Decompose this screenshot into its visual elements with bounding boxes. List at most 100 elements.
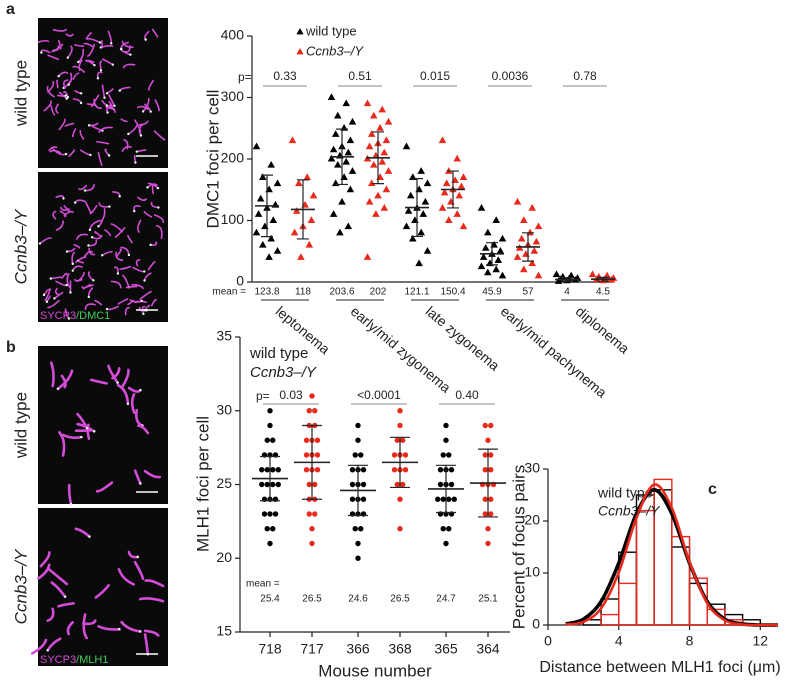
focus	[139, 482, 142, 485]
data-point	[370, 111, 378, 119]
focus	[149, 243, 152, 247]
histogram-bar	[671, 535, 691, 626]
mean-label: mean =	[212, 287, 246, 298]
chromosome	[85, 32, 92, 40]
data-point	[498, 271, 507, 279]
data-point	[252, 142, 261, 150]
sd-bar	[336, 128, 348, 186]
data-point	[440, 452, 446, 458]
focus	[71, 269, 74, 272]
data-point	[496, 247, 505, 254]
data-point	[382, 185, 391, 193]
data-point	[380, 204, 389, 211]
data-point	[358, 526, 364, 532]
chromosome	[87, 43, 96, 57]
panel-label: b	[6, 339, 16, 356]
chromosome	[108, 94, 116, 107]
p-prefix: p=	[238, 70, 252, 84]
focus	[136, 555, 139, 559]
data-point	[259, 173, 267, 180]
focus	[142, 312, 145, 316]
focus	[79, 101, 83, 105]
data-point	[259, 467, 265, 473]
data-point	[309, 191, 318, 199]
focus	[93, 63, 96, 67]
chromosome	[88, 247, 96, 256]
data-point	[295, 179, 303, 187]
sd-bar	[411, 178, 423, 238]
x-axis-label: Mouse number	[318, 661, 432, 680]
chromosome	[51, 43, 64, 53]
data-point	[338, 197, 346, 205]
chromosome	[115, 251, 124, 262]
x-tick-label: 4	[615, 633, 623, 649]
data-point	[349, 467, 356, 473]
focus	[64, 152, 68, 156]
data-point	[342, 99, 350, 107]
data-point	[438, 136, 447, 144]
p-value: 0.78	[573, 69, 597, 83]
chromosome	[49, 276, 62, 280]
chromosome	[57, 601, 75, 608]
mean-value: 123.8	[254, 287, 279, 298]
data-point	[446, 526, 452, 532]
chromosome	[89, 378, 108, 385]
data-point	[415, 259, 423, 267]
data-point	[344, 222, 353, 230]
focus	[67, 83, 70, 86]
p-value: 0.0036	[492, 69, 529, 83]
chromosome	[74, 278, 83, 282]
chromosome	[55, 103, 60, 114]
data-point	[378, 157, 386, 165]
focus	[139, 388, 142, 392]
histogram-bar	[688, 582, 708, 626]
sd-bar	[447, 170, 459, 209]
data-point	[314, 467, 321, 473]
focus	[85, 426, 89, 430]
focus	[109, 42, 113, 45]
focus	[53, 297, 56, 300]
data-point	[292, 207, 301, 214]
data-point	[355, 422, 361, 429]
p-value: 0.015	[420, 69, 450, 83]
chromosome	[85, 201, 92, 214]
data-point	[355, 540, 361, 547]
focus	[96, 77, 100, 80]
focus	[40, 51, 43, 54]
data-point	[348, 117, 357, 125]
fit-curve	[565, 483, 779, 627]
chromosome	[138, 120, 149, 126]
data-point	[482, 422, 488, 429]
chromosome	[58, 431, 66, 457]
data-point	[309, 540, 315, 547]
stain-name: /MLH1	[76, 654, 108, 666]
mean-value: 118	[295, 287, 311, 298]
focus	[87, 244, 90, 247]
chromosome	[46, 607, 55, 622]
chromosome	[44, 288, 51, 302]
image-label: Ccnb3–/Y	[11, 548, 30, 624]
data-point	[552, 270, 561, 278]
focus	[118, 195, 121, 198]
focus	[139, 134, 143, 137]
focus	[67, 317, 71, 320]
data-point	[482, 467, 488, 473]
legend-label: wild type	[249, 345, 308, 362]
chromosome	[142, 97, 150, 113]
mean-value: 4	[564, 287, 570, 298]
p-value: 0.40	[455, 388, 479, 402]
focus	[64, 94, 67, 97]
data-point	[355, 555, 361, 561]
chromosome	[154, 99, 160, 112]
data-point	[267, 234, 275, 242]
data-point	[346, 136, 355, 144]
chromosome	[56, 369, 74, 391]
focus	[99, 69, 103, 72]
focus	[63, 595, 67, 598]
chromosome	[116, 248, 122, 257]
chromosome	[125, 285, 138, 289]
data-point	[327, 154, 336, 162]
data-point	[306, 511, 312, 517]
p-prefix: p=	[256, 389, 270, 403]
data-point	[259, 481, 265, 488]
